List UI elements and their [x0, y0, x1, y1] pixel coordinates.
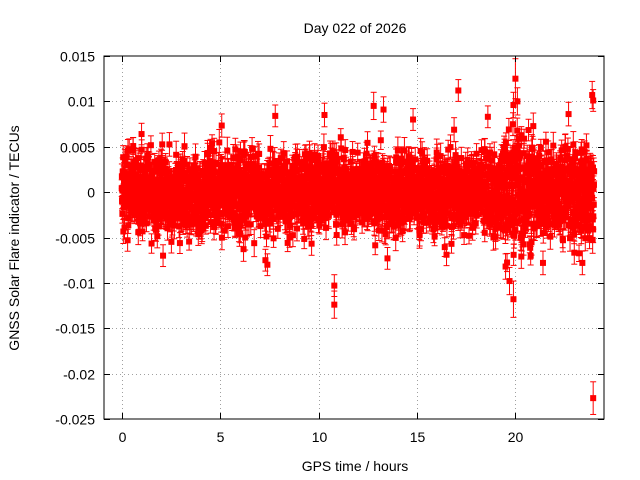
data-point	[331, 274, 338, 297]
y-tick-label: -0.005	[55, 231, 95, 247]
data-point	[502, 253, 509, 280]
chart-title: Day 022 of 2026	[304, 20, 407, 36]
data-point	[251, 229, 258, 258]
data-point	[181, 132, 188, 160]
data-point	[159, 132, 166, 157]
x-tick-label: 15	[410, 429, 426, 445]
y-axis-title: GNSS Solar Flare indicator / TECUs	[6, 125, 22, 350]
data-point	[272, 104, 279, 128]
data-point	[559, 228, 566, 253]
data-point	[166, 132, 173, 157]
data-point	[160, 244, 167, 268]
y-tick-label: -0.025	[55, 412, 95, 428]
y-tick-label: 0.01	[68, 94, 95, 110]
data-point	[576, 244, 583, 262]
x-tick-label: 0	[119, 429, 127, 445]
data-point	[510, 280, 517, 318]
data-point	[321, 102, 328, 128]
x-axis-title: GPS time / hours	[302, 458, 409, 474]
data-point	[451, 117, 458, 143]
y-tick-label: 0.015	[60, 49, 95, 65]
data-point	[377, 130, 384, 150]
data-point	[333, 224, 340, 246]
data-point	[372, 235, 379, 256]
data-point	[384, 246, 391, 270]
y-tick-label: -0.01	[63, 276, 95, 292]
y-tick-label: -0.015	[55, 321, 95, 337]
data-point	[590, 381, 597, 415]
data-point	[148, 233, 155, 254]
data-point	[565, 101, 572, 127]
data-point	[589, 80, 596, 110]
data-point	[539, 250, 546, 276]
data-point	[455, 79, 462, 102]
data-layer	[118, 58, 598, 415]
data-point	[484, 105, 491, 129]
y-tick-label: 0.005	[60, 140, 95, 156]
data-point	[380, 96, 387, 123]
data-point	[176, 232, 183, 254]
data-point	[147, 135, 154, 156]
data-point	[410, 108, 417, 131]
x-tick-label: 20	[508, 429, 524, 445]
y-tick-label: -0.02	[63, 367, 95, 383]
x-tick-label: 10	[312, 429, 328, 445]
data-point	[370, 91, 377, 121]
data-point	[364, 131, 371, 155]
data-point	[530, 112, 537, 140]
x-tick-label: 5	[217, 429, 225, 445]
y-tick-label: 0	[87, 185, 95, 201]
